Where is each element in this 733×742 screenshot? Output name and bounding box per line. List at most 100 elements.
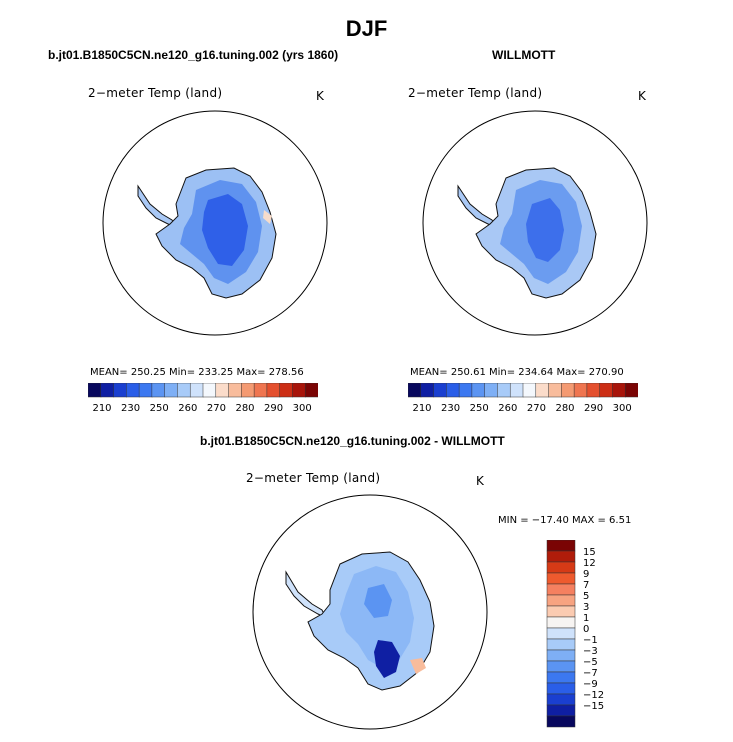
panel-2-colorbar-tick-label: 250 [470, 403, 489, 414]
panel-1-colorbar-tick-label: 250 [150, 403, 169, 414]
main-title: DJF [345, 16, 388, 41]
panel-3-colorbar-color-box [546, 572, 576, 585]
panel-1-colorbar-color-box [279, 383, 293, 398]
panel-1-colorbar-tick-label: 210 [92, 403, 111, 414]
panel-3-colorbar-tick-label: 0 [583, 624, 589, 635]
panel-3-colorbar-color-box [546, 682, 576, 695]
panel-1-colorbar-color-box [304, 383, 318, 398]
panel-3-stats: MIN = −17.40 MAX = 6.51 [498, 515, 632, 526]
panel-3-warm-anomaly [410, 658, 426, 674]
panel-2-colorbar-tick-label: 280 [555, 403, 574, 414]
panel-3-colorbar-color-box [546, 616, 576, 629]
panel-1-colorbar-color-box [113, 383, 127, 398]
panel-3-colorbar-tick-label: 12 [583, 558, 596, 569]
panel-3-colorbar-color-box [546, 649, 576, 662]
panel-3-colorbar-tick-label: −12 [583, 690, 604, 701]
panel-1-interior-cold [202, 194, 248, 266]
panel-2-colorbar-color-box [535, 383, 550, 398]
panel-2-interior-cold [526, 198, 564, 262]
panel-1-colorbar-tick-label: 230 [121, 403, 140, 414]
panel-3-colorbar-tick-label: −5 [583, 657, 598, 668]
panel-2-colorbar-color-box [561, 383, 575, 398]
panel-1-colorbar-color-box [292, 383, 306, 398]
panel-3-colorbar-color-box [546, 671, 576, 684]
panel-3-colorbar-tick-label: 9 [583, 569, 589, 580]
panel-2-colorbar-color-box [522, 383, 537, 398]
panel-3-colorbar-tick-label: 15 [583, 547, 596, 558]
panel-2-colorbar-color-box [497, 383, 511, 398]
panel-1-warm-patch [263, 210, 272, 224]
panel-2-colorbar-color-box [471, 383, 486, 398]
panel-3-title: b.jt01.B1850C5CN.ne120_g16.tuning.002 - … [200, 434, 505, 448]
panel-2-stats: MEAN= 250.61 Min= 234.64 Max= 270.90 [410, 367, 624, 378]
panel-1-colorbar-tick-label: 300 [293, 403, 312, 414]
panel-2-colorbar-tick-label: 300 [613, 403, 632, 414]
panel-3-colorbar-color-box [546, 693, 576, 706]
panel-1-colorbar-color-box [126, 383, 140, 398]
panel-3-colorbar-color-box [546, 704, 576, 717]
panel-2-colorbar-color-box [599, 383, 613, 398]
panel-2-colorbar-color-box [446, 383, 460, 398]
panel-3-colorbar-color-box [546, 605, 576, 618]
panel-1-colorbar-color-box [88, 383, 102, 398]
panel-2-colorbar-color-box [624, 383, 638, 398]
panel-2-title: WILLMOTT [492, 48, 556, 62]
panel-1-variable-label: 2−meter Temp (land) [88, 86, 223, 100]
panel-3-colorbar-color-box [546, 583, 576, 596]
panel-1-colorbar-tick-label: 260 [178, 403, 197, 414]
panel-3-colorbar-tick-label: −3 [583, 646, 598, 657]
panel-2-colorbar-color-box [420, 383, 435, 398]
panel-2-colorbar-color-box [433, 383, 447, 398]
panel-1-colorbar [88, 383, 318, 398]
panel-1-colorbar-color-box [151, 383, 166, 398]
panel-2-colorbar-color-box [573, 383, 588, 398]
panel-1-map [102, 110, 328, 336]
panel-1-colorbar-color-box [215, 383, 230, 398]
panel-3-colorbar-color-box [546, 550, 576, 563]
panel-1-colorbar-color-box [164, 383, 178, 398]
panel-1-colorbar-color-box [253, 383, 268, 398]
panel-1-colorbar-color-box [189, 383, 204, 398]
panel-3-colorbar-tick-label: 1 [583, 613, 589, 624]
panel-1-stats: MEAN= 250.25 Min= 233.25 Max= 278.56 [90, 367, 304, 378]
panel-1-colorbar-color-box [177, 383, 191, 398]
panel-2-units-label: K [638, 89, 647, 103]
panel-2-colorbar-tick-label: 210 [412, 403, 431, 414]
panel-3-colorbar-color-box [546, 638, 576, 651]
panel-1-colorbar-tick-label: 280 [235, 403, 254, 414]
panel-2-colorbar-tick-label: 290 [584, 403, 603, 414]
panel-1-colorbar-ticks: 210 230 250 260 270 280 290 300 [92, 403, 312, 414]
panel-2-colorbar-color-box [509, 383, 524, 398]
panel-2-colorbar-tick-label: 270 [527, 403, 546, 414]
panel-2-colorbar-tick-label: 230 [441, 403, 460, 414]
panel-1-colorbar-color-box [266, 383, 281, 398]
panel-3-colorbar-tick-label: 3 [583, 602, 589, 613]
panel-2-colorbar-tick-label: 260 [498, 403, 517, 414]
panel-2-colorbar [408, 383, 638, 398]
panel-1-colorbar-color-box [202, 383, 217, 398]
panel-3-colorbar-color-box [546, 660, 576, 673]
panel-1-colorbar-color-box [228, 383, 242, 398]
panel-1-colorbar-color-box [241, 383, 255, 398]
panel-3-units-label: K [476, 474, 485, 488]
panel-2-colorbar-color-box [612, 383, 626, 398]
panel-2-colorbar-color-box [484, 383, 498, 398]
panel-3-colorbar-tick-label: 7 [583, 580, 589, 591]
panel-3-colorbar-color-box [546, 594, 576, 607]
panel-3-colorbar-color-box [546, 627, 576, 640]
panel-1-colorbar-tick-label: 270 [207, 403, 226, 414]
panel-1-colorbar-color-box [138, 383, 153, 398]
panel-2-colorbar-color-box [458, 383, 473, 398]
panel-1-colorbar-tick-label: 290 [264, 403, 283, 414]
panel-3-colorbar-tick-label: −9 [583, 679, 598, 690]
panel-3-colorbar-tick-label: 5 [583, 591, 589, 602]
panel-3-colorbar-color-box [546, 540, 576, 552]
panel-1-colorbar-color-box [100, 383, 115, 398]
panel-3-map [252, 494, 488, 730]
panel-2-colorbar-color-box [408, 383, 422, 398]
panel-3-colorbar-color-box [546, 715, 576, 728]
panel-2-variable-label: 2−meter Temp (land) [408, 86, 543, 100]
panel-3-colorbar-tick-label: −15 [583, 701, 604, 712]
panel-3-colorbar-color-box [546, 561, 576, 574]
